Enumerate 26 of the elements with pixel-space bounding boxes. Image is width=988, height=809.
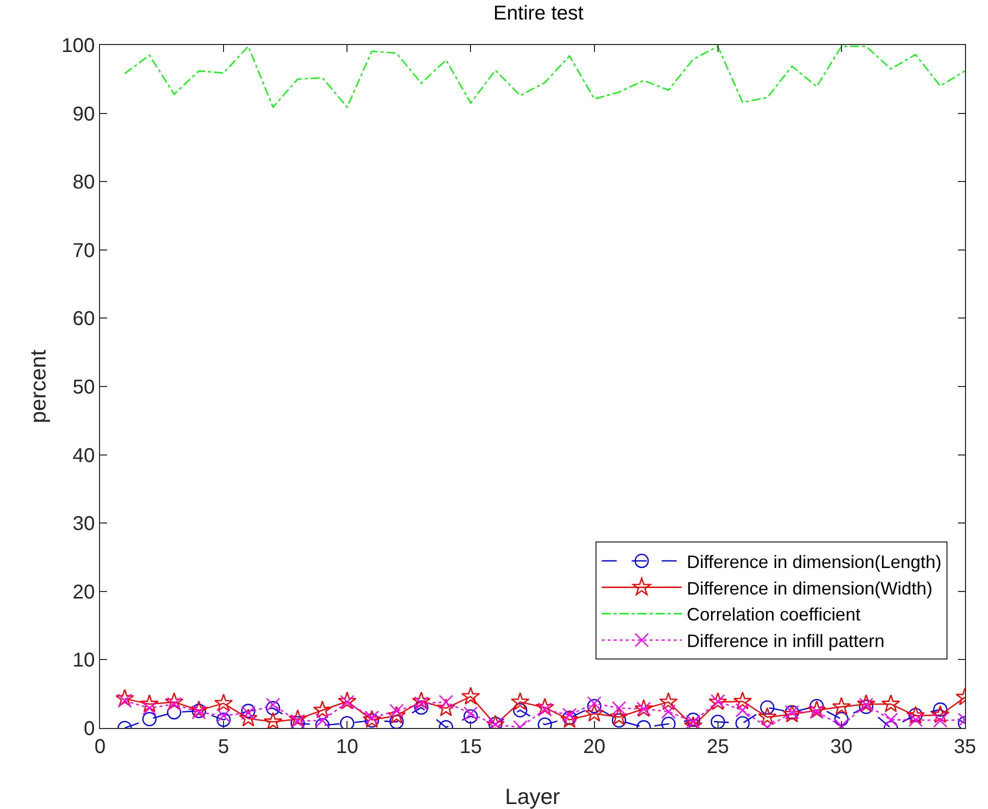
- y-axis-title: percent: [26, 350, 51, 424]
- legend-label: Difference in dimension(Length): [686, 552, 942, 572]
- x-axis-title: Layer: [504, 784, 560, 809]
- y-tick-label: 60: [72, 308, 95, 330]
- legend-label: Correlation coefficient: [686, 604, 860, 625]
- legend-label: Difference in dimension(Width): [686, 578, 932, 598]
- y-tick-label: 30: [72, 513, 95, 536]
- x-tick-label: 35: [954, 736, 976, 758]
- y-tick-label: 20: [72, 581, 95, 604]
- y-tick-label: 90: [72, 103, 95, 126]
- x-tick-label: 30: [830, 736, 853, 758]
- y-tick-label: 10: [72, 650, 95, 672]
- chart-title: Entire test: [493, 2, 584, 25]
- y-tick-label: 0: [84, 718, 95, 740]
- legend-label: Difference in infill pattern: [686, 631, 884, 652]
- x-tick-label: 5: [218, 736, 230, 758]
- x-tick-label: 25: [706, 736, 729, 758]
- line-series: [124, 46, 965, 108]
- x-tick-label: 15: [460, 736, 482, 758]
- x-tick-label: 20: [583, 736, 606, 758]
- y-tick-label: 40: [72, 444, 95, 467]
- y-tick-label: 100: [61, 35, 95, 57]
- y-tick-label: 70: [72, 240, 95, 262]
- x-tick-label: 10: [336, 736, 358, 758]
- y-tick-label: 80: [72, 172, 95, 194]
- y-tick-label: 50: [72, 376, 95, 398]
